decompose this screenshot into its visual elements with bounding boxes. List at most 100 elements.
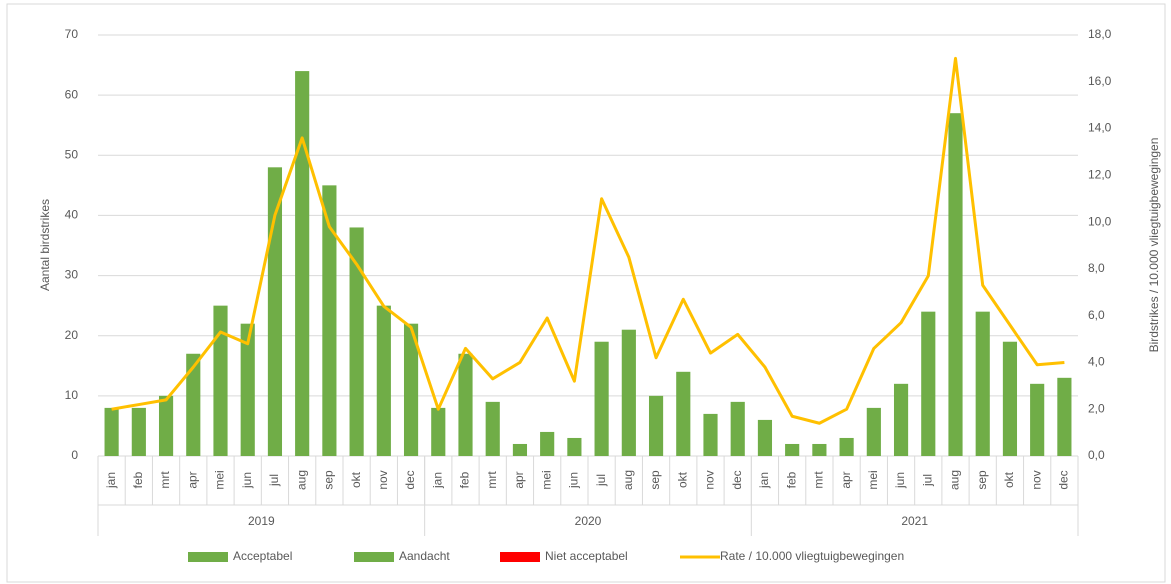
bar [540,431,555,456]
x-tick-label: sep [648,470,662,490]
x-tick-label: mei [866,470,880,489]
x-tick-label: mrt [158,471,172,489]
bar [512,443,528,456]
x-tick-label: nov [376,470,390,489]
x-tick-label: nov [1029,470,1043,489]
x-tick-label: feb [131,471,145,488]
y2-tick-label: 18,0 [1088,27,1112,41]
y2-tick-label: 8,0 [1088,261,1105,275]
x-tick-label: dec [403,470,417,489]
bar [730,401,745,456]
bar [975,311,990,456]
x-tick-label: jan [104,472,118,489]
legend-label: Aandacht [399,549,450,563]
legend-label: Niet acceptabel [545,549,628,563]
x-tick-label: okt [1002,471,1016,488]
x-tick-label: jun [240,472,254,489]
x-tick-label: mei [213,470,227,489]
legend-label: Rate / 10.000 vliegtuigbewegingen [720,549,904,563]
legend-patch [500,552,540,562]
bar [376,305,391,456]
bar [240,323,255,456]
x-tick-label: jan [757,472,771,489]
bar [757,419,773,456]
y2-tick-label: 14,0 [1088,121,1112,135]
bar [812,443,827,456]
x-tick-label: apr [512,471,526,488]
y-tick-label: 70 [65,27,79,41]
y-tick-label: 30 [65,268,79,282]
x-tick-label: aug [621,470,635,490]
group-label: 2021 [901,514,928,528]
x-tick-label: jun [567,472,581,489]
bar [703,413,718,456]
bar [104,407,119,456]
x-tick-label: apr [839,471,853,488]
x-tick-label: jul [267,474,281,487]
bar [893,383,909,456]
bar [131,407,146,456]
chart-border [6,3,1166,583]
y-tick-label: 50 [65,147,79,161]
y-tick-label: 60 [65,87,79,101]
bar [403,323,419,456]
x-tick-label: jul [920,474,934,487]
bar [295,71,310,456]
bar [921,311,936,456]
bar [186,353,201,456]
x-tick-label: okt [675,471,689,488]
x-tick-label: sep [322,470,336,490]
bar [948,113,963,456]
y2-tick-label: 12,0 [1088,168,1112,182]
bar [322,185,337,456]
x-tick-label: dec [1057,470,1071,489]
x-tick-label: nov [703,470,717,489]
bar [648,395,664,456]
x-tick-label: feb [458,471,472,488]
y-tick-label: 0 [71,448,78,462]
bar [349,227,364,456]
x-tick-label: mrt [812,471,826,489]
y2-axis-label: Birdstrikes / 10.000 vliegtuigbewegingen [1147,138,1161,353]
legend-patch [354,552,394,562]
x-tick-label: jul [594,474,608,487]
y2-tick-label: 0,0 [1088,448,1105,462]
x-tick-label: aug [294,470,308,490]
x-tick-label: okt [349,471,363,488]
y2-tick-label: 6,0 [1088,308,1105,322]
y-tick-label: 40 [65,208,79,222]
x-tick-label: dec [730,470,744,489]
legend-patch [188,552,228,562]
bar [676,371,691,456]
bar [839,437,854,456]
legend-label: Acceptabel [233,549,292,563]
x-tick-label: jun [893,472,907,489]
bar [158,395,174,456]
bar [431,407,446,456]
x-tick-label: aug [948,470,962,490]
bar [621,329,636,456]
y2-tick-label: 2,0 [1088,401,1105,415]
bar [785,443,800,456]
x-tick-label: sep [975,470,989,490]
x-tick-label: feb [784,471,798,488]
bar [485,401,500,456]
bar [594,341,609,456]
y2-tick-label: 4,0 [1088,355,1105,369]
group-label: 2019 [248,514,275,528]
y-tick-label: 10 [65,388,79,402]
bar [866,407,881,456]
bar [1002,341,1018,456]
x-tick-label: mrt [485,471,499,489]
bar [1057,377,1072,456]
bar [213,305,228,456]
x-tick-label: jan [430,472,444,489]
bar [567,437,582,456]
x-tick-label: apr [185,471,199,488]
bar [458,353,473,456]
group-label: 2020 [575,514,602,528]
bar [1030,383,1045,456]
bar [267,167,283,457]
y2-tick-label: 10,0 [1088,214,1112,228]
